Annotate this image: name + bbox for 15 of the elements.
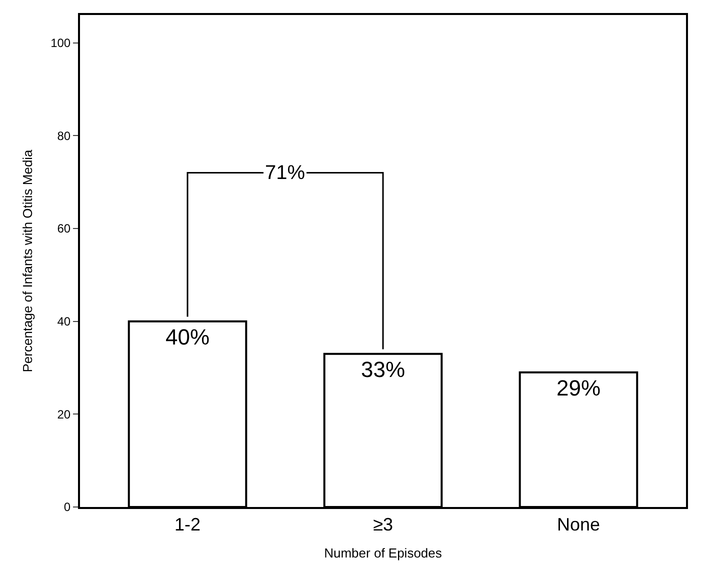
data-label: 40%: [165, 324, 210, 350]
y-tick-label: 80: [57, 128, 71, 143]
y-tick-label: 20: [57, 407, 71, 422]
annotation: 71%: [265, 162, 306, 184]
y-tick-label: 60: [57, 222, 71, 236]
x-tick-label: ≥3: [373, 514, 393, 535]
y-tick-label: 0: [64, 500, 71, 514]
x-tick-label: 1-2: [174, 514, 201, 535]
x-tick-label: None: [556, 514, 600, 535]
x-axis-title: Number of Episodes: [324, 546, 442, 561]
y-tick-label: 40: [57, 314, 71, 329]
y-tick-label: 100: [50, 36, 71, 50]
data-label: 29%: [556, 375, 601, 400]
data-label: 33%: [360, 356, 406, 382]
y-axis-title: Percentage of Infants with Otitis Media: [20, 148, 36, 372]
